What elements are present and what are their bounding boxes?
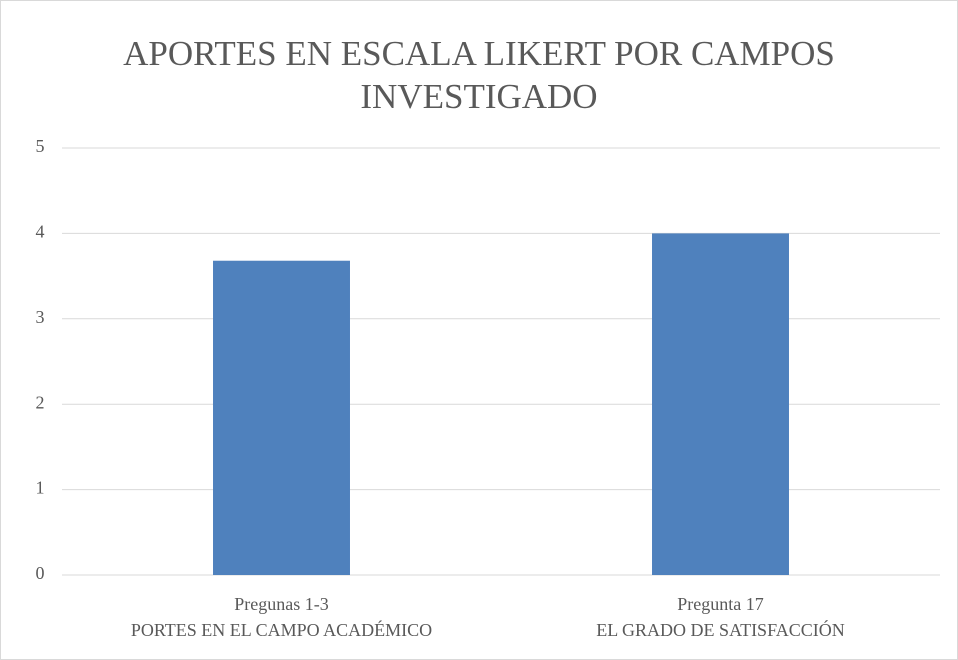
y-tick-label: 0 <box>36 563 45 583</box>
x-tick-label: EL GRADO DE SATISFACCIÓN <box>596 619 845 640</box>
x-tick-label: Pregunta 17 <box>677 594 763 614</box>
y-tick-label: 1 <box>36 478 45 498</box>
chart-title: APORTES EN ESCALA LIKERT POR CAMPOS <box>123 34 835 73</box>
y-tick-label: 4 <box>36 222 45 242</box>
y-tick-label: 5 <box>36 136 45 156</box>
x-tick-label: Pregunas 1-3 <box>234 594 328 614</box>
bar <box>213 260 350 575</box>
y-tick-label: 2 <box>36 392 45 412</box>
x-tick-label: PORTES EN EL CAMPO ACADÉMICO <box>131 619 432 640</box>
y-tick-label: 3 <box>36 307 45 327</box>
bar <box>652 233 789 575</box>
chart-title: INVESTIGADO <box>360 77 597 116</box>
